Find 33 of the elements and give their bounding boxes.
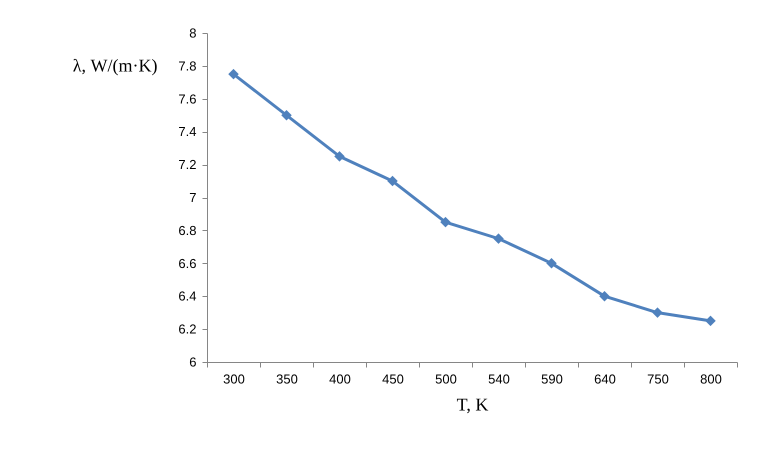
y-tick-label: 7.2 [178, 157, 196, 172]
y-axis-title: λ, W/(m·K) [72, 56, 158, 76]
y-tick-label: 7 [189, 190, 196, 205]
point [387, 176, 398, 186]
x-tick-label: 800 [700, 372, 722, 386]
point [546, 258, 557, 269]
x-tick-label: 350 [276, 372, 298, 386]
point [440, 216, 451, 228]
y-tick-label: 6.8 [178, 222, 196, 238]
x-tick-label: 750 [647, 372, 669, 386]
y-tick-label: 7.6 [178, 91, 196, 106]
y-tick-label: 6 [189, 354, 196, 370]
x-axis-title: T, K [456, 394, 488, 414]
point [228, 68, 239, 80]
point [493, 233, 504, 244]
y-tick-label: 6.4 [178, 288, 196, 304]
x-tick-label: 450 [382, 372, 404, 386]
y-tick-label: 6.2 [178, 322, 196, 337]
x-tick-label: 640 [594, 372, 616, 386]
y-tick-label: 6.6 [178, 256, 196, 271]
x-tick-label: 300 [223, 372, 245, 386]
point [652, 307, 663, 318]
y-tick-label: 8 [189, 26, 196, 40]
x-tick-label: 500 [435, 372, 457, 386]
x-tick-label: 590 [541, 372, 563, 386]
point [599, 290, 610, 302]
x-tick-label: 400 [329, 372, 351, 386]
x-tick-label: 540 [488, 372, 510, 386]
point [705, 316, 716, 326]
y-tick-label: 7.4 [178, 124, 196, 140]
point [281, 110, 292, 120]
y-tick-label: 7.8 [178, 58, 196, 74]
point [334, 151, 345, 162]
